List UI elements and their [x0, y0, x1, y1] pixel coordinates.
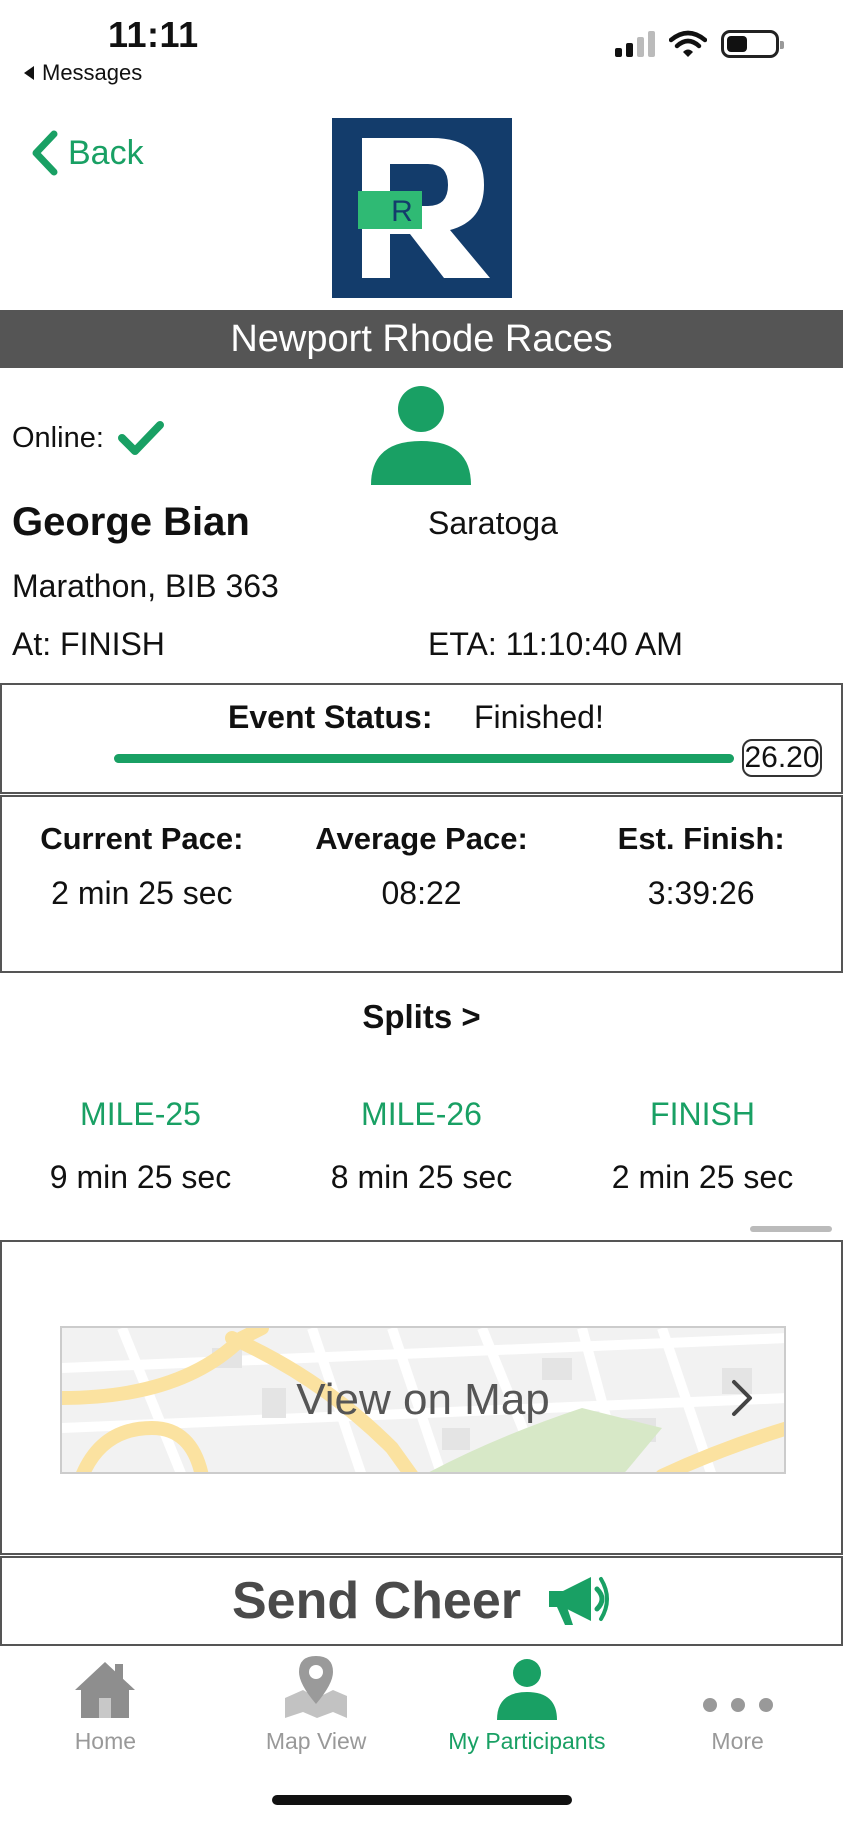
tab-map-view-label: Map View	[265, 1728, 367, 1754]
tab-map-view[interactable]: Map View	[211, 1650, 422, 1770]
battery-icon	[721, 30, 784, 58]
participant-name: George Bian	[12, 500, 250, 544]
view-on-map-button[interactable]: View on Map	[60, 1326, 786, 1474]
split-label: FINISH	[650, 1096, 755, 1132]
map-panel: View on Map	[0, 1240, 843, 1555]
distance-badge: 26.20	[742, 739, 822, 777]
tab-more[interactable]: More	[632, 1650, 843, 1770]
participant-avatar-icon	[370, 385, 472, 490]
tab-home-label: Home	[74, 1728, 137, 1754]
event-title: Newport Rhode Races	[230, 317, 613, 360]
map-pin-icon	[285, 1656, 348, 1718]
more-icon	[702, 1698, 773, 1712]
status-bar: 11:11 Messages	[0, 0, 843, 96]
average-pace-label: Average Pace:	[315, 821, 528, 856]
chevron-left-icon	[32, 130, 58, 176]
send-cheer-button[interactable]: Send Cheer	[0, 1556, 843, 1646]
participant-city: Saratoga	[428, 505, 558, 541]
splits-list[interactable]: MILE-25 9 min 25 sec MILE-26 8 min 25 se…	[0, 1096, 843, 1196]
back-label: Back	[68, 133, 144, 172]
status-icons	[615, 30, 784, 58]
split-item: MILE-25 9 min 25 sec	[0, 1096, 281, 1196]
current-pace-value: 2 min 25 sec	[51, 875, 233, 911]
online-label: Online:	[12, 421, 104, 454]
home-indicator[interactable]	[272, 1795, 572, 1805]
home-icon	[75, 1662, 136, 1718]
send-cheer-label: Send Cheer	[232, 1572, 521, 1630]
return-to-app[interactable]: Messages	[24, 60, 142, 86]
back-button[interactable]: Back	[30, 130, 144, 176]
split-time: 2 min 25 sec	[611, 1159, 794, 1195]
current-pace-label: Current Pace:	[40, 821, 244, 856]
participant-race-bib: Marathon, BIB 363	[12, 568, 279, 604]
participant-eta: ETA: 11:10:40 AM	[428, 626, 683, 662]
tab-my-participants-label: My Participants	[448, 1728, 606, 1754]
average-pace-value: 08:22	[381, 875, 462, 911]
event-status-label: Event Status:	[228, 699, 433, 735]
split-label: MILE-26	[361, 1096, 482, 1132]
est-finish-value: 3:39:26	[647, 875, 755, 911]
splits-link[interactable]: Splits >	[362, 998, 481, 1035]
person-icon	[496, 1659, 557, 1720]
tab-my-participants[interactable]: My Participants	[422, 1650, 633, 1770]
checkmark-icon	[117, 421, 164, 455]
event-status-panel: Event Status: Finished! 26.20	[0, 683, 843, 794]
est-finish: Est. Finish: 3:39:26	[561, 797, 841, 971]
split-time: 9 min 25 sec	[49, 1159, 232, 1195]
race-progress-bar	[114, 754, 734, 763]
race-logo: R	[332, 118, 512, 298]
current-pace: Current Pace: 2 min 25 sec	[2, 797, 282, 971]
tab-home[interactable]: Home	[0, 1650, 211, 1770]
view-on-map-label: View on Map	[296, 1375, 550, 1424]
back-triangle-icon	[24, 66, 34, 80]
return-app-label: Messages	[42, 60, 143, 85]
tab-more-label: More	[711, 1728, 764, 1754]
race-progress-fill	[114, 754, 734, 763]
est-finish-label: Est. Finish:	[617, 821, 785, 856]
split-item: MILE-26 8 min 25 sec	[281, 1096, 562, 1196]
svg-text:R: R	[391, 195, 413, 228]
tab-bar: Home Map View My Participants	[0, 1650, 843, 1770]
split-item: FINISH 2 min 25 sec	[562, 1096, 843, 1196]
clock: 11:11	[108, 14, 199, 55]
map-thumbnail-icon	[62, 1328, 784, 1472]
split-label: MILE-25	[80, 1096, 201, 1132]
pace-panel: Current Pace: 2 min 25 sec Average Pace:…	[0, 795, 843, 973]
megaphone-icon	[548, 1577, 609, 1625]
participant-location: At: FINISH	[12, 626, 165, 662]
event-status-value: Finished!	[474, 699, 604, 735]
average-pace: Average Pace: 08:22	[282, 797, 562, 971]
split-time: 8 min 25 sec	[330, 1159, 513, 1195]
chevron-right-icon	[732, 1380, 752, 1416]
online-status: Online:	[12, 420, 164, 456]
event-title-bar: Newport Rhode Races	[0, 310, 843, 368]
splits-scrollbar[interactable]	[750, 1226, 832, 1232]
cellular-signal-icon	[615, 31, 655, 57]
wifi-icon	[669, 30, 707, 57]
